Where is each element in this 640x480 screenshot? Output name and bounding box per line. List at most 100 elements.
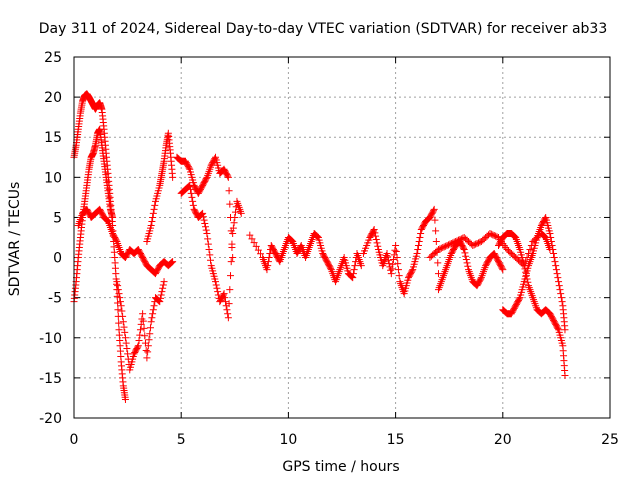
data-point	[408, 267, 416, 275]
data-point	[149, 213, 157, 221]
data-point	[372, 236, 380, 244]
data-point	[526, 246, 534, 254]
data-point	[373, 239, 381, 247]
data-point	[558, 298, 566, 306]
data-point	[550, 254, 558, 262]
data-point	[221, 294, 229, 302]
x-axis-label: GPS time / hours	[282, 459, 399, 475]
data-point	[453, 237, 461, 245]
data-point	[149, 209, 157, 217]
y-tick-label: 15	[44, 130, 62, 146]
data-point	[226, 200, 234, 208]
data-point	[549, 246, 557, 254]
data-point	[561, 371, 569, 379]
data-point	[515, 295, 523, 303]
data-point	[186, 181, 194, 189]
data-point	[487, 230, 495, 238]
data-point	[464, 262, 472, 270]
data-point	[462, 252, 470, 260]
data-point	[120, 323, 128, 331]
data-point	[370, 225, 378, 233]
data-point	[475, 239, 483, 247]
data-point	[201, 219, 209, 227]
data-point	[119, 312, 127, 320]
data-point	[136, 331, 144, 339]
data-point	[114, 282, 122, 290]
data-point	[327, 264, 335, 272]
data-point	[150, 302, 158, 310]
data-point	[188, 193, 196, 201]
data-point	[389, 260, 397, 268]
data-point	[263, 266, 271, 274]
data-point	[232, 208, 240, 216]
data-point	[264, 262, 272, 270]
data-point	[144, 342, 152, 350]
data-point	[222, 298, 230, 306]
data-point	[237, 209, 245, 217]
data-point	[459, 234, 467, 242]
data-point	[203, 229, 211, 237]
data-point	[492, 232, 500, 240]
data-point	[551, 258, 559, 266]
y-axis-label: SDTVAR / TECUs	[7, 182, 23, 297]
data-point	[199, 209, 207, 217]
y-tick-label: -20	[39, 411, 62, 427]
data-point	[394, 266, 402, 274]
y-tick-labels: -20 -15 -10 -5 0 5 10 15 20 25	[39, 50, 62, 427]
data-point	[473, 240, 481, 248]
data-point	[151, 201, 159, 209]
data-point	[118, 307, 126, 315]
data-point	[555, 278, 563, 286]
data-point	[214, 288, 222, 296]
data-point	[548, 242, 556, 250]
data-point	[437, 244, 445, 252]
data-point	[160, 278, 168, 286]
data-point	[541, 215, 549, 223]
data-point	[141, 332, 149, 340]
data-point	[442, 242, 450, 250]
data-point	[264, 258, 272, 266]
data-points	[70, 90, 569, 404]
data-point	[139, 310, 147, 318]
data-point	[223, 306, 231, 314]
data-point	[159, 284, 167, 292]
data-point	[156, 294, 164, 302]
data-point	[225, 187, 233, 195]
data-point	[387, 270, 395, 278]
data-point	[114, 306, 122, 314]
x-tick-label: 5	[177, 432, 186, 448]
x-tick-labels: 0 5 10 15 20 25	[70, 432, 619, 448]
data-point	[460, 246, 468, 254]
x-tick-label: 20	[494, 432, 512, 448]
data-point	[552, 266, 560, 274]
data-point	[414, 242, 422, 250]
data-point	[383, 250, 391, 258]
data-point	[248, 235, 256, 243]
data-point	[486, 229, 494, 237]
data-point	[135, 336, 143, 344]
data-point	[207, 256, 215, 264]
data-point	[472, 240, 480, 248]
data-point	[185, 182, 193, 190]
data-point	[553, 270, 561, 278]
data-point	[113, 278, 121, 286]
y-tick-label: -10	[39, 331, 62, 347]
data-point	[136, 326, 144, 334]
data-point	[413, 250, 421, 258]
data-point	[121, 396, 129, 404]
data-point	[444, 241, 452, 249]
data-point	[456, 236, 464, 244]
data-point	[547, 234, 555, 241]
data-point	[459, 244, 467, 252]
data-point	[202, 226, 210, 234]
data-point	[250, 239, 258, 247]
data-point	[429, 207, 437, 215]
data-point	[212, 281, 220, 289]
axis-ticks	[73, 56, 611, 419]
data-point	[121, 334, 129, 342]
data-point	[134, 342, 142, 350]
data-point	[146, 324, 154, 332]
data-point	[225, 300, 233, 308]
data-point	[547, 238, 555, 246]
data-point	[392, 242, 400, 250]
